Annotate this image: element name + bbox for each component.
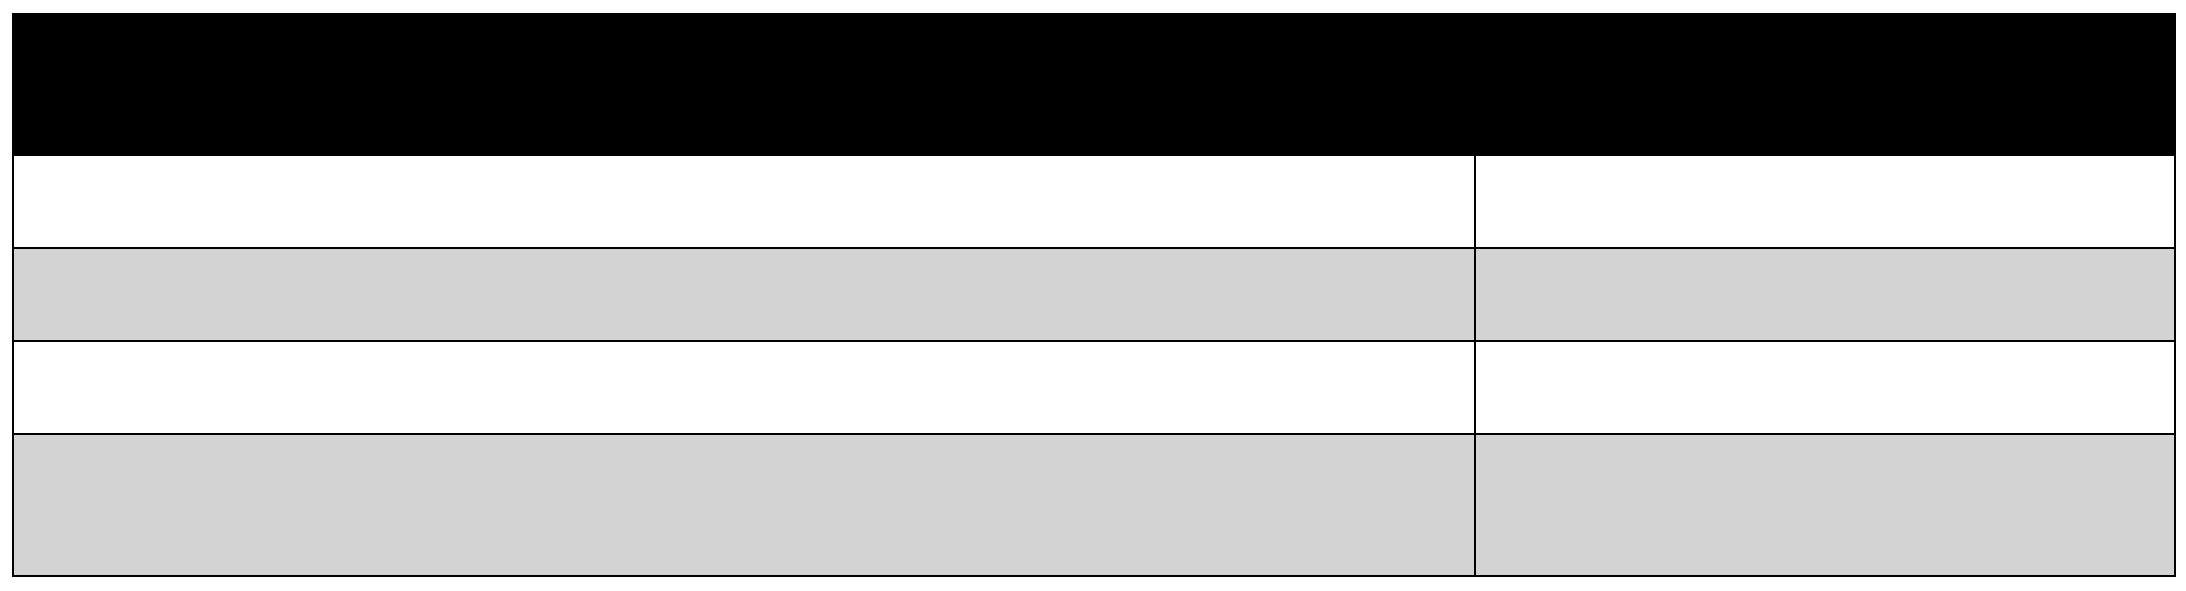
table-row	[13, 341, 2175, 434]
table-header	[13, 14, 2175, 156]
table-row	[13, 434, 2175, 576]
cell-borders	[12, 13, 2176, 577]
table-row	[13, 248, 2175, 341]
table-row	[13, 156, 2175, 248]
table-border	[12, 13, 2176, 577]
